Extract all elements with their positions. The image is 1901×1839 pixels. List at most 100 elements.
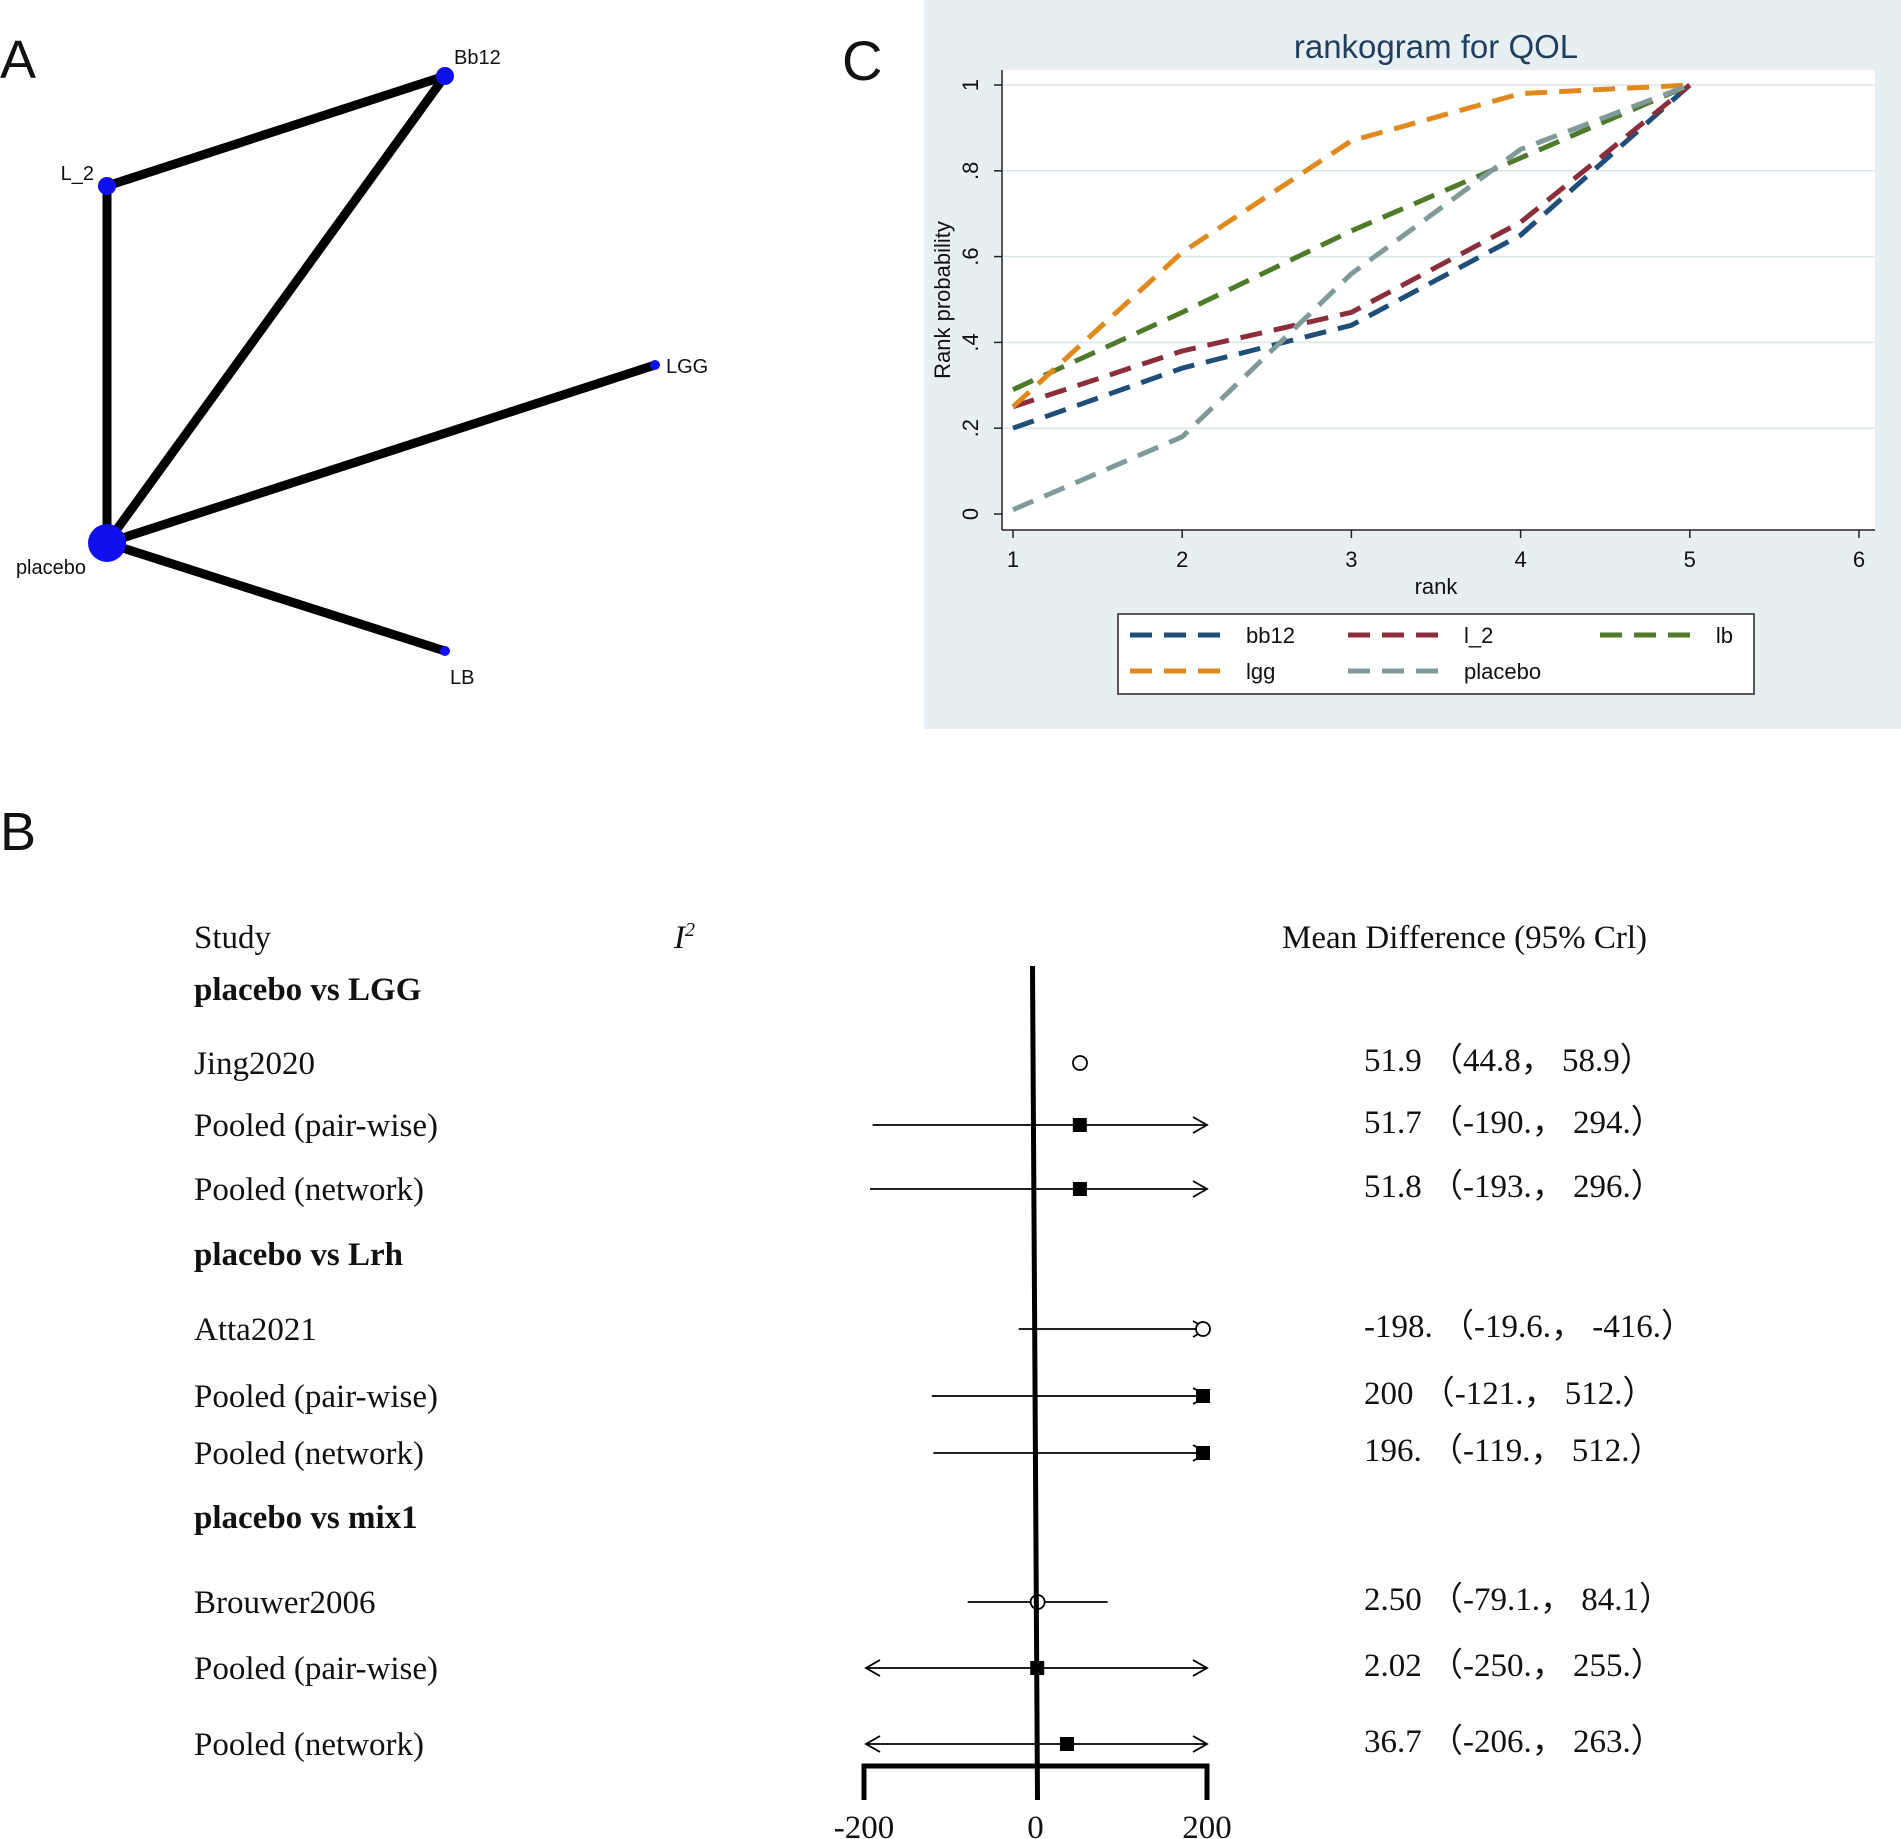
study-label: Brouwer2006 — [194, 1585, 375, 1621]
network-node-bb12 — [436, 67, 454, 85]
study-column-header: Study — [194, 920, 272, 956]
rankogram-panel: C rankogram for QOL 0 .2 .4 .6 .8 1 1 2 3 4 5 6 ran… — [842, 0, 1901, 729]
panel-letter-b: B — [0, 802, 36, 862]
series-line-placebo — [1012, 82, 1691, 513]
network-edges — [102, 71, 657, 656]
point-estimate-square — [1196, 1446, 1210, 1460]
network-label-lgg: LGG — [666, 356, 708, 378]
point-estimate-circle — [1072, 1055, 1088, 1071]
network-edge-placebo-lgg — [105, 360, 657, 548]
series-line-lb — [1011, 82, 1691, 392]
study-label: Atta2021 — [194, 1312, 317, 1348]
y-tick-label: .2 — [958, 419, 983, 437]
x-axis-label: rank — [1415, 574, 1459, 599]
legend-label-lgg: lgg — [1246, 659, 1275, 684]
study-label: Pooled (network) — [194, 1727, 424, 1763]
rankogram-series — [1011, 82, 1692, 513]
series-line-lgg — [1011, 82, 1690, 409]
point-estimate-square — [1072, 1118, 1087, 1132]
y-tick-label: 0 — [958, 508, 983, 520]
effect-value: 196. （-119.， 512.） — [1364, 1433, 1663, 1469]
point-estimate-square — [1059, 1737, 1074, 1751]
network-edge-placebo-lb — [105, 538, 447, 656]
effect-value: -198. （-19.6.， -416.） — [1364, 1309, 1694, 1345]
point-estimate-circle — [1195, 1321, 1211, 1337]
group-title: placebo vs Lrh — [194, 1237, 403, 1273]
panel-letter-c: C — [842, 29, 882, 92]
ci-arrow-right — [1192, 1659, 1209, 1677]
effect-value: 2.02 （-250.， 255.） — [1364, 1648, 1664, 1684]
effect-value: 2.50 （-79.1.， 84.1） — [1364, 1582, 1672, 1618]
study-label: Pooled (pair-wise) — [194, 1108, 438, 1144]
study-label: Pooled (network) — [194, 1436, 424, 1472]
y-axis-label: Rank probability — [930, 221, 955, 379]
study-label: Pooled (network) — [194, 1172, 424, 1208]
rankogram-plot-area — [1002, 70, 1875, 530]
rankogram-gridlines — [1002, 84, 1875, 429]
legend-label-bb12: bb12 — [1246, 623, 1295, 648]
reference-line — [1030, 965, 1040, 1801]
point-estimate-square — [1196, 1389, 1210, 1403]
x-tick-label: 4 — [1514, 547, 1526, 572]
network-label-l2: L_2 — [61, 163, 94, 185]
network-node-lb — [440, 646, 450, 656]
forest-tick-label: 200 — [1182, 1810, 1232, 1839]
forest-rows: placebo vs LGG Jing2020 51.9 （44.8， 58.9） P… — [194, 972, 1694, 1763]
network-node-lgg — [650, 360, 660, 370]
legend-label-lb: lb — [1716, 623, 1733, 648]
x-tick-label: 6 — [1853, 547, 1865, 572]
point-estimate-square — [1072, 1182, 1087, 1196]
network-edge-l2-bb12 — [105, 71, 447, 191]
study-label: Pooled (pair-wise) — [194, 1379, 438, 1415]
ci-arrow-right — [1192, 1116, 1209, 1134]
legend-box — [1117, 613, 1755, 695]
forest-tick-label: -200 — [834, 1810, 895, 1839]
ci-arrow-left — [864, 1659, 881, 1677]
y-tick-label: 1 — [958, 79, 983, 91]
series-line-bb12 — [1012, 83, 1692, 431]
network-node-l2 — [98, 177, 116, 195]
y-tick-label: .4 — [958, 333, 983, 351]
study-label: Pooled (pair-wise) — [194, 1651, 438, 1687]
effect-value: 36.7 （-206.， 263.） — [1364, 1724, 1664, 1760]
effect-value: 51.9 （44.8， 58.9） — [1364, 1043, 1653, 1079]
forest-axis-line — [861, 1763, 1210, 1800]
y-tick-label: .8 — [958, 162, 983, 180]
legend-label-l2: l_2 — [1464, 623, 1493, 648]
i2-header-base: I — [673, 920, 687, 956]
rankogram-title: rankogram for QOL — [1294, 28, 1578, 65]
y-tick-label: .6 — [958, 247, 983, 265]
forest-axis: -200 0 200 — [834, 1763, 1232, 1839]
ci-arrow-left — [864, 1735, 881, 1753]
rankogram-legend: bb12 l_2 lb lgg placebo — [1130, 623, 1733, 684]
legend-label-placebo: placebo — [1464, 659, 1541, 684]
effect-column-header: Mean Difference (95% Crl) — [1282, 920, 1647, 956]
group-title: placebo vs mix1 — [194, 1500, 418, 1536]
network-label-lb: LB — [450, 667, 474, 689]
effect-value: 51.8 （-193.， 296.） — [1364, 1169, 1664, 1205]
network-panel: A Bb12 L_2 LGG placebo LB — [0, 30, 708, 689]
x-tick-label: 1 — [1007, 547, 1019, 572]
effect-value: 51.7 （-190.， 294.） — [1364, 1105, 1664, 1141]
network-label-placebo: placebo — [16, 557, 86, 579]
panel-letter-a: A — [0, 30, 36, 90]
network-node-placebo — [88, 524, 126, 562]
network-labels: Bb12 L_2 LGG placebo LB — [16, 47, 708, 689]
network-edge-placebo-bb12 — [103, 73, 449, 546]
series-line-l2 — [1012, 83, 1692, 410]
study-label: Jing2020 — [194, 1046, 315, 1082]
forest-panel: B Study I2 Mean Difference (95% Crl) pla… — [0, 802, 1694, 1839]
x-tick-label: 2 — [1176, 547, 1188, 572]
i2-column-header: I2 — [673, 919, 695, 956]
network-label-bb12: Bb12 — [454, 47, 501, 69]
ci-arrow-right — [1192, 1735, 1209, 1753]
forest-tick-label: 0 — [1027, 1810, 1044, 1839]
network-nodes — [88, 67, 660, 656]
x-tick-label: 3 — [1345, 547, 1357, 572]
x-tick-label: 5 — [1684, 547, 1696, 572]
i2-header-superscript: 2 — [685, 919, 695, 941]
ci-arrow-right — [1192, 1180, 1209, 1198]
rankogram-ticks: 0 .2 .4 .6 .8 1 1 2 3 4 5 6 — [958, 79, 1865, 572]
group-title: placebo vs LGG — [194, 972, 421, 1008]
